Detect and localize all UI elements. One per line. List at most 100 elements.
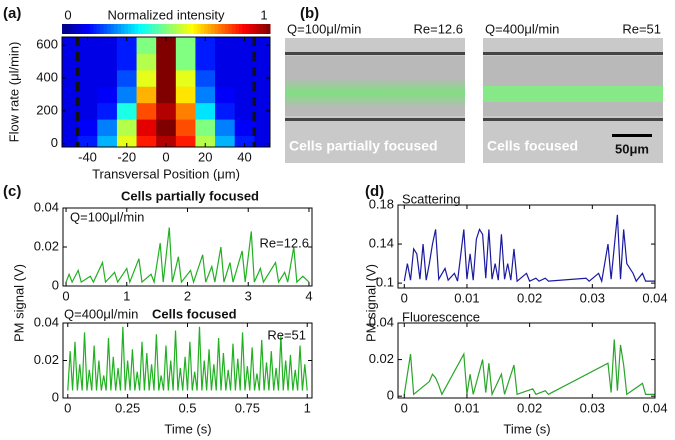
colorbar-swatch (197, 24, 202, 34)
x-tick-label: 3 (245, 288, 252, 303)
heat-cell (254, 69, 270, 87)
heat-cell (254, 86, 270, 104)
x-axis-label: Transversal Position (μm) (92, 166, 240, 181)
annotation: Re=12.6 (259, 235, 309, 250)
heat-cell (175, 102, 196, 120)
heat-cell (215, 86, 236, 104)
heat-cell (234, 69, 255, 87)
y-tick-label: 0.04 (34, 199, 59, 214)
heat-cell (136, 102, 157, 120)
colorbar-swatch (89, 24, 94, 34)
heat-cell (77, 86, 98, 104)
x-tick-label: 0 (62, 288, 69, 303)
heat-cell (77, 135, 98, 147)
heat-cell (215, 102, 236, 120)
colorbar-swatch (214, 24, 219, 34)
heat-cell (62, 135, 79, 147)
colorbar-swatch (155, 24, 160, 34)
heat-cell (97, 69, 118, 87)
signal-line (403, 339, 655, 397)
colorbar-swatch (166, 24, 170, 34)
colorbar-swatch (231, 24, 236, 34)
x-tick-label: 0.04 (642, 290, 667, 305)
heat-cell (77, 119, 98, 137)
annotation: Re=51 (267, 327, 306, 342)
heat-cell (156, 53, 177, 71)
colorbar-tick-label: 0 (64, 7, 71, 22)
colorbar-swatch (117, 24, 122, 34)
heat-cell (116, 102, 138, 120)
heat-cell (136, 86, 157, 104)
annotation: Q=400μl/min (64, 306, 138, 321)
heat-cell (156, 69, 177, 87)
heat-cell (195, 86, 216, 104)
colorbar-swatch (114, 24, 118, 34)
colorbar-swatch (100, 24, 105, 34)
colorbar-swatch (256, 24, 261, 34)
heat-cell (215, 37, 236, 54)
colorbar-swatch (148, 24, 153, 34)
heat-cell (195, 53, 216, 71)
x-tick-label: 4 (305, 288, 312, 303)
heat-cell (234, 37, 255, 54)
colorbar-swatch (245, 24, 250, 34)
y-tick-label: 0.02 (369, 351, 394, 366)
colorbar-swatch (86, 24, 91, 34)
colorbar-swatch (131, 24, 136, 34)
y-tick-label: 0 (387, 388, 394, 403)
x-tick-label: 0.04 (642, 400, 667, 415)
y-tick-label: 0.02 (34, 352, 59, 367)
colorbar-swatch (68, 24, 73, 34)
annotation: Fluorescence (402, 309, 480, 324)
colorbar-swatch (228, 24, 233, 34)
heat-cell (97, 135, 118, 147)
x-tick-label: 40 (237, 149, 251, 164)
colorbar-swatch (193, 24, 198, 34)
colorbar-swatch (263, 24, 268, 34)
colorbar-label: Normalized intensity (107, 7, 225, 22)
colorbar-swatch (141, 24, 146, 34)
heat-cell (156, 37, 177, 54)
colorbar-swatch (190, 24, 195, 34)
x-axis-label: Time (s) (503, 421, 550, 436)
colorbar-swatch (124, 24, 129, 34)
colorbar-swatch (221, 24, 226, 34)
colorbar-tick-label: 1 (260, 7, 267, 22)
heat-cell (195, 102, 216, 120)
heat-cell (195, 69, 216, 87)
heat-cell (62, 69, 79, 87)
y-tick-label: 200 (36, 102, 58, 117)
y-tick-label: 0.1 (376, 275, 394, 290)
y-tick-label: 0 (52, 277, 59, 292)
heat-cell (215, 135, 236, 147)
y-axis-label: Flow rate (μl/min) (6, 42, 21, 143)
heat-cell (97, 53, 118, 71)
plot-area (65, 227, 310, 285)
x-tick-label: 0 (401, 290, 408, 305)
y-tick-label: 600 (36, 37, 58, 52)
heat-cell (175, 69, 196, 87)
panel-label: (b) (300, 5, 319, 22)
heat-cell (234, 86, 255, 104)
colorbar-swatch (138, 24, 143, 34)
colorbar-swatch (159, 24, 164, 34)
colorbar-swatch (72, 24, 77, 34)
panel-label: (a) (3, 5, 21, 22)
colorbar-swatch (145, 24, 150, 34)
colorbar-swatch (96, 24, 101, 34)
heat-cell (234, 102, 255, 120)
y-tick-label: 0 (51, 135, 58, 150)
fluorescent-stream (483, 86, 663, 102)
heat-cell (156, 135, 177, 147)
x-tick-label: 0.02 (517, 400, 542, 415)
colorbar-swatch (176, 24, 181, 34)
plot-frame (397, 322, 656, 399)
y-tick-label: 0.14 (369, 235, 394, 250)
heat-cell (195, 37, 216, 54)
y-tick-label: 0.18 (369, 196, 394, 211)
x-tick-label: 0.03 (580, 290, 605, 305)
colorbar-swatch (127, 24, 132, 34)
channel-wall (285, 118, 465, 121)
re-label: Re=51 (622, 21, 661, 36)
